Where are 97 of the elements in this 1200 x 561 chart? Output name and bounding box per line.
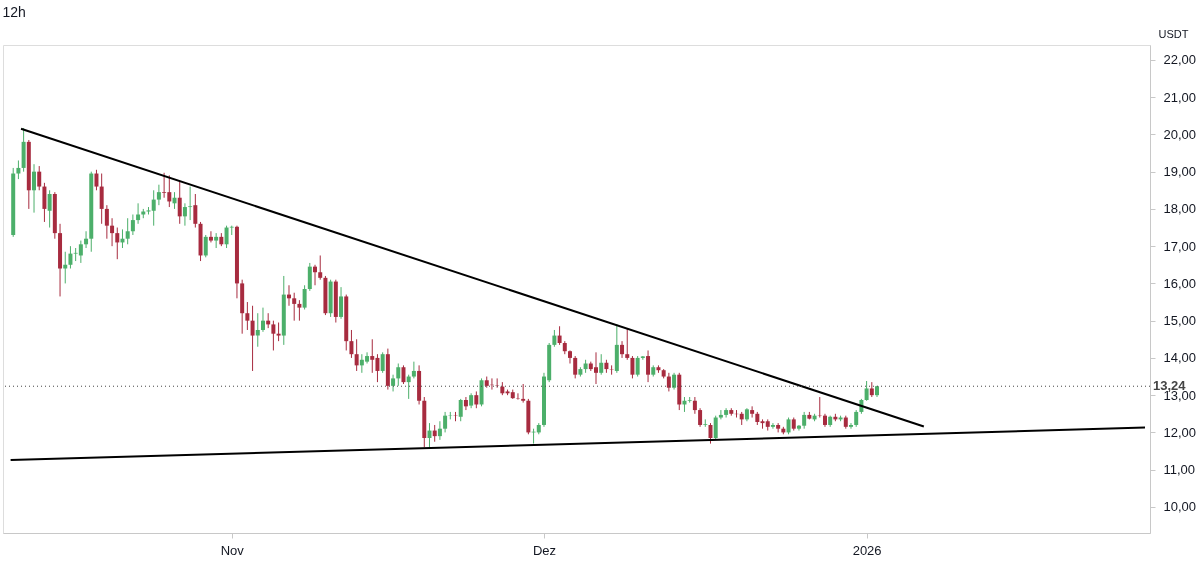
candlestick bbox=[188, 186, 193, 221]
candlestick bbox=[349, 329, 354, 359]
candlestick bbox=[182, 202, 187, 227]
candlestick bbox=[32, 163, 37, 214]
x-tick-label: 2026 bbox=[852, 542, 882, 558]
y-tick-label: 10,00 bbox=[1163, 499, 1197, 515]
candlestick bbox=[411, 361, 416, 379]
candlestick bbox=[599, 353, 604, 376]
candlestick bbox=[47, 189, 52, 229]
candlestick bbox=[427, 422, 432, 448]
candlestick bbox=[297, 299, 302, 322]
y-tick-label: 17,00 bbox=[1163, 238, 1197, 254]
candlestick bbox=[99, 173, 104, 225]
candlestick bbox=[713, 415, 718, 441]
candlestick bbox=[796, 424, 801, 432]
candlestick bbox=[708, 422, 713, 445]
candlestick bbox=[557, 325, 562, 346]
y-tick-label: 11,00 bbox=[1163, 462, 1196, 478]
candlestick bbox=[666, 372, 671, 392]
candlestick bbox=[354, 338, 359, 372]
y-tick-label: 12,00 bbox=[1163, 424, 1197, 440]
candlestick bbox=[271, 320, 276, 351]
candlestick bbox=[646, 349, 651, 383]
candlestick bbox=[313, 264, 318, 286]
candlestick bbox=[521, 383, 526, 404]
candlestick bbox=[307, 262, 312, 292]
candlestick bbox=[443, 411, 448, 433]
candlestick bbox=[78, 240, 83, 264]
candlestick bbox=[770, 422, 775, 430]
candlestick bbox=[42, 182, 47, 223]
candlestick bbox=[495, 377, 500, 389]
y-tick-label: 19,00 bbox=[1163, 164, 1197, 180]
candlestick bbox=[68, 245, 73, 270]
candlestick bbox=[568, 349, 572, 364]
candlestick bbox=[94, 169, 99, 191]
candlestick bbox=[63, 251, 68, 284]
candlestick bbox=[630, 355, 635, 379]
candlestick bbox=[406, 374, 411, 400]
candlestick bbox=[625, 327, 630, 361]
y-axis-title: USDT bbox=[1158, 27, 1189, 40]
y-tick-label: 14,00 bbox=[1163, 350, 1197, 366]
candlestick bbox=[208, 230, 213, 243]
candlestick bbox=[292, 292, 297, 322]
candlestick bbox=[177, 180, 182, 225]
candlestick bbox=[245, 301, 250, 331]
candlestick bbox=[776, 422, 781, 433]
candlestick bbox=[224, 225, 229, 249]
candlestick bbox=[302, 284, 307, 310]
candlestick bbox=[692, 396, 697, 415]
candlestick bbox=[573, 355, 578, 379]
candlestick bbox=[718, 409, 723, 420]
candlestick bbox=[104, 204, 109, 240]
y-tick-label: 22,00 bbox=[1163, 52, 1197, 68]
candlestick bbox=[130, 214, 135, 236]
candlestick bbox=[255, 312, 260, 348]
candlestick bbox=[724, 407, 729, 419]
candlestick bbox=[750, 405, 755, 419]
chart-title: 12h bbox=[2, 4, 26, 20]
x-tick-label: Dez bbox=[532, 542, 557, 558]
candlestick bbox=[276, 322, 281, 342]
candlestick bbox=[260, 307, 265, 333]
candlestick bbox=[848, 422, 853, 430]
candlestick bbox=[437, 420, 442, 441]
candlestick bbox=[370, 338, 375, 374]
y-tick-label: 21,00 bbox=[1163, 89, 1197, 105]
candlestick bbox=[339, 286, 344, 320]
candlestick bbox=[84, 230, 89, 249]
candlestick bbox=[115, 227, 120, 260]
candlestick bbox=[156, 184, 161, 206]
candlestick bbox=[396, 363, 401, 387]
y-tick-label: 15,00 bbox=[1163, 313, 1197, 329]
candlestick bbox=[463, 396, 468, 411]
candlestick bbox=[125, 217, 130, 245]
candlestick bbox=[703, 418, 708, 428]
candlestick bbox=[318, 254, 323, 281]
candlestick bbox=[151, 189, 156, 227]
candlestick bbox=[37, 165, 42, 191]
x-tick-label: Nov bbox=[220, 542, 245, 558]
candlestick bbox=[162, 172, 167, 199]
candlestick bbox=[16, 159, 21, 180]
candlestick bbox=[250, 305, 255, 372]
candlestick bbox=[380, 351, 385, 374]
candlestick bbox=[214, 232, 219, 249]
candlestick bbox=[136, 202, 141, 225]
candlestick bbox=[458, 398, 463, 422]
y-tick-label: 20,00 bbox=[1163, 126, 1197, 142]
candlestick bbox=[635, 355, 640, 378]
candlestick bbox=[698, 407, 703, 428]
candlestick bbox=[401, 364, 406, 385]
candlestick bbox=[110, 217, 115, 247]
y-tick-label: 18,00 bbox=[1163, 201, 1197, 217]
candlestick bbox=[193, 193, 198, 229]
y-tick-label: 16,00 bbox=[1163, 275, 1197, 291]
candlestick bbox=[515, 392, 520, 401]
candlestick bbox=[620, 340, 625, 359]
candlestick bbox=[864, 380, 869, 402]
candlestick bbox=[203, 234, 208, 258]
